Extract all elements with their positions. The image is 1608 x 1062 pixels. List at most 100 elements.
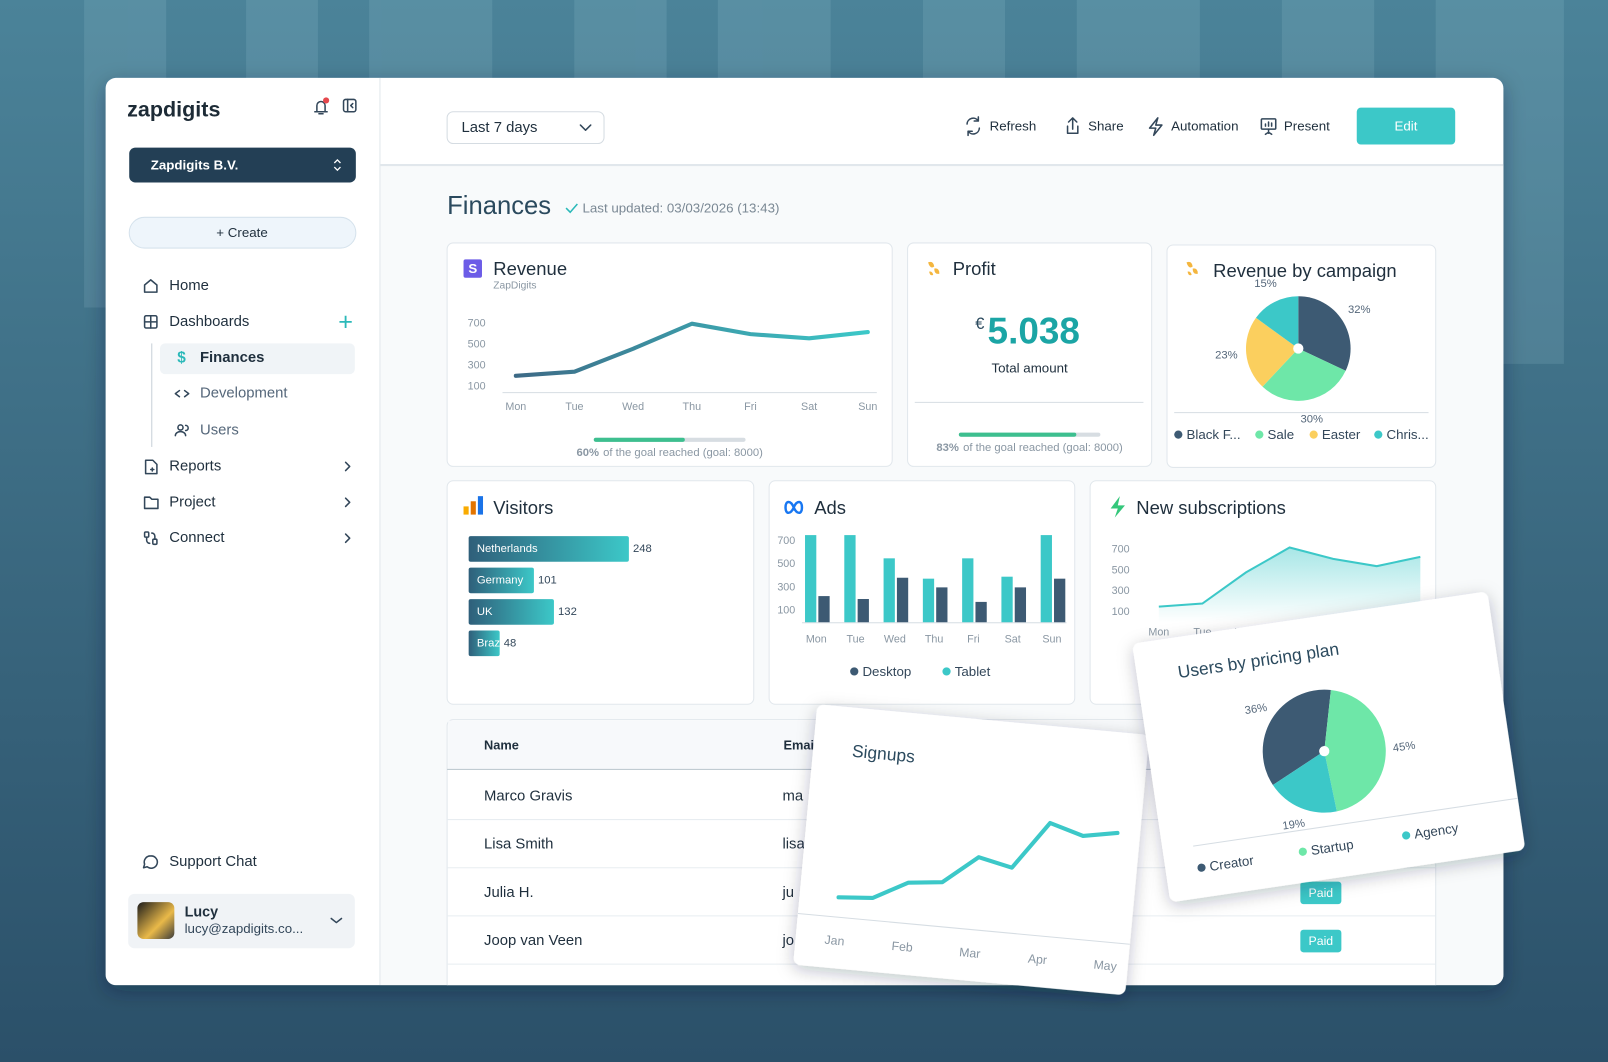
y-tick-label: 300 <box>1112 585 1130 597</box>
bar <box>857 598 869 623</box>
pie-slice <box>1245 317 1299 387</box>
progress-label: 60% <box>576 447 599 459</box>
bar-value: 132 <box>558 606 577 618</box>
nav-item[interactable]: Project <box>169 494 216 510</box>
legend-dot <box>1255 430 1264 439</box>
x-tick-label: May <box>1093 958 1118 974</box>
code-icon <box>174 389 190 398</box>
dashboards-icon <box>143 314 158 329</box>
home-icon <box>143 279 158 293</box>
users-icon <box>174 424 189 437</box>
pricing-card: Users by pricing plan 36%Creator45%Start… <box>1133 592 1525 902</box>
edit-button[interactable] <box>1356 107 1456 145</box>
chart-title: Ads <box>814 497 846 518</box>
y-tick-label: 500 <box>468 339 486 351</box>
action[interactable]: Automation <box>1171 119 1238 134</box>
nav-item[interactable]: Connect <box>169 530 225 546</box>
bar <box>805 535 817 623</box>
check-icon <box>565 203 578 214</box>
revenue-widget: S Revenue ZapDigits 100 300 500 700 Mon Tue We… <box>446 242 893 467</box>
range-select[interactable] <box>446 111 605 145</box>
card <box>446 242 893 467</box>
nav-item[interactable]: Dashboards <box>169 314 249 330</box>
x-tick-label: Mon <box>1148 626 1169 638</box>
pie-slice <box>1272 751 1337 813</box>
automation-icon <box>1148 117 1163 137</box>
status-label: Paid <box>1309 934 1334 948</box>
add-dashboard[interactable] <box>339 315 352 329</box>
legend-label: Tablet <box>955 664 991 679</box>
progress-text: 60% of the goal reached (goal: 8000) <box>576 447 763 459</box>
bar <box>468 630 500 657</box>
action[interactable]: Present <box>1284 119 1330 134</box>
chart-title: Revenue by campaign <box>1213 260 1397 281</box>
y-tick-label: 100 <box>1112 606 1130 618</box>
x-tick-label: Mon <box>505 401 526 413</box>
legend-label: Easter <box>1322 427 1361 442</box>
progress-text: 83% of the goal reached (goal: 8000) <box>936 442 1123 454</box>
chart-title: Revenue <box>493 258 567 279</box>
slice-label: 15% <box>1254 278 1277 290</box>
legend-label: Creator <box>1209 853 1256 874</box>
collapse-icon[interactable] <box>342 98 357 113</box>
legend-dot <box>1402 831 1411 840</box>
dashboard-item[interactable]: Finances <box>200 350 264 366</box>
nav-item[interactable]: Reports <box>169 458 221 474</box>
legend-label: Agency <box>1413 820 1459 841</box>
user-card[interactable] <box>128 893 355 949</box>
bar-category: Braz <box>477 637 501 649</box>
slice-label: 45% <box>1392 740 1416 755</box>
progress-label: 83% <box>936 442 959 454</box>
campaign-widget: Revenue by campaign 32% Black F... 30% Sale… <box>1166 244 1437 468</box>
progress-caption: of the goal reached (goal: 8000) <box>963 442 1123 454</box>
x-axis <box>797 912 1130 945</box>
meta-icon <box>784 500 804 514</box>
kpi-title: Profit <box>953 258 996 279</box>
bar <box>975 601 987 623</box>
action[interactable]: Refresh <box>990 119 1037 134</box>
select-chevrons <box>333 158 341 172</box>
chevron <box>344 533 351 544</box>
action[interactable]: Share <box>1088 119 1124 134</box>
create-button[interactable] <box>128 216 357 249</box>
cell-email: ju <box>781 885 794 901</box>
bar <box>922 578 935 623</box>
nav-item[interactable]: Home <box>169 278 209 294</box>
status-badge <box>1300 881 1342 905</box>
legend-label: Black F... <box>1187 427 1241 442</box>
profit-icon <box>928 261 940 276</box>
brand[interactable]: zapdigits <box>127 98 220 122</box>
x-tick-label: Tue <box>565 401 583 413</box>
x-tick-label: Jan <box>824 933 845 949</box>
support-chat[interactable]: Support Chat <box>169 854 257 870</box>
organization-select[interactable] <box>129 147 356 183</box>
bar <box>962 558 974 623</box>
pie-slice <box>1255 296 1299 349</box>
legend-dot <box>1309 430 1318 439</box>
y-tick-label: 300 <box>777 581 795 593</box>
notifications-icon[interactable] <box>314 97 330 115</box>
bar <box>1040 535 1052 623</box>
pie-slice <box>1298 296 1351 371</box>
chevron <box>330 917 343 924</box>
card <box>793 704 1149 995</box>
dashboard-item[interactable]: Development <box>200 386 288 402</box>
campaign-icon <box>1186 261 1198 276</box>
area <box>1158 547 1421 623</box>
x-tick-label: Sat <box>1005 634 1021 646</box>
dashboard-item[interactable]: Users <box>200 423 239 439</box>
last-updated: Last updated: 03/03/2026 (13:43) <box>582 201 779 216</box>
x-tick-label: Fri <box>744 401 757 413</box>
progress-fill <box>593 437 685 442</box>
chart-title: Visitors <box>493 497 553 518</box>
x-tick-label: Sat <box>801 401 817 413</box>
analytics-icon <box>463 496 484 515</box>
kpi-caption: Total amount <box>991 361 1068 376</box>
ads-widget: Ads 100 300 500 700 Mon Tue Wed Thu Fri Sat Sun Des… <box>768 480 1076 705</box>
visitors-widget: Visitors Netherlands 248 Germany 101 UK 132 Br… <box>446 480 755 705</box>
column-header: Emai <box>783 738 814 753</box>
progress-caption: of the goal reached (goal: 8000) <box>603 447 763 459</box>
slice-label: 23% <box>1215 349 1238 361</box>
pie-slice <box>1324 690 1386 812</box>
cell-email: jo <box>781 933 794 949</box>
